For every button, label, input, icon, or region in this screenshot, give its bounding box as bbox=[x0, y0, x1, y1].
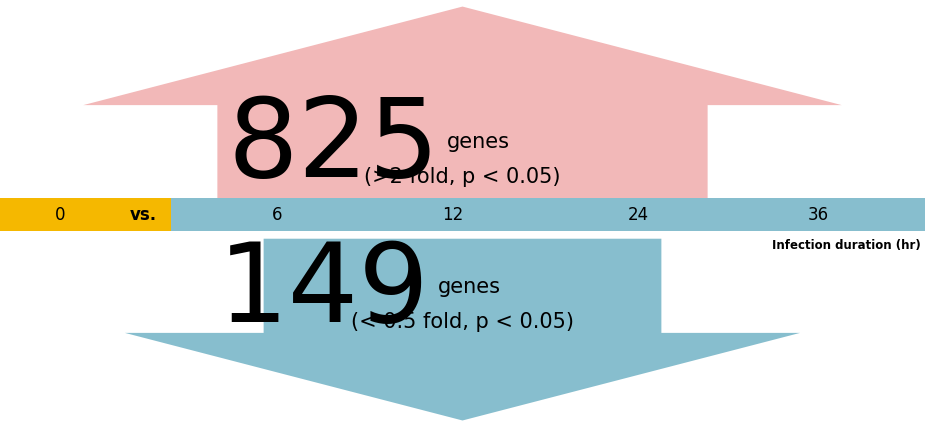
Polygon shape bbox=[83, 7, 842, 199]
Bar bbox=[0, 198, 171, 231]
Text: (>2 fold, p < 0.05): (>2 fold, p < 0.05) bbox=[364, 167, 561, 187]
Text: 36: 36 bbox=[808, 205, 829, 224]
Text: 825: 825 bbox=[228, 93, 439, 200]
Text: Infection duration (hr): Infection duration (hr) bbox=[771, 239, 920, 252]
Text: 6: 6 bbox=[272, 205, 283, 224]
Text: 12: 12 bbox=[443, 205, 463, 224]
Bar bbox=[171, 198, 925, 231]
Text: vs.: vs. bbox=[130, 205, 157, 224]
Text: 24: 24 bbox=[628, 205, 648, 224]
Text: genes: genes bbox=[438, 277, 500, 297]
Text: 0: 0 bbox=[55, 205, 66, 224]
Text: genes: genes bbox=[447, 132, 510, 152]
Text: 149: 149 bbox=[218, 238, 430, 345]
Polygon shape bbox=[125, 239, 800, 420]
Text: (< 0.5 fold, p < 0.05): (< 0.5 fold, p < 0.05) bbox=[351, 312, 574, 332]
